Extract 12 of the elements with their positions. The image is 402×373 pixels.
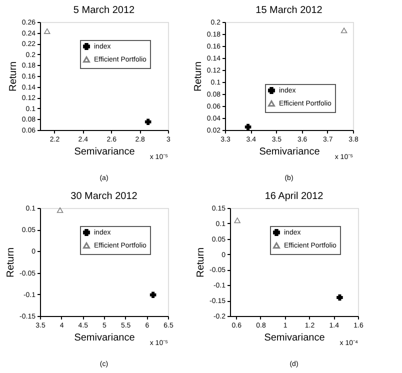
x-axis-title: Semivariance: [259, 146, 320, 158]
x-axis-title: Semivariance: [264, 332, 326, 344]
x-axis-title: Semivariance: [74, 332, 136, 344]
chart-title: 30 March 2012: [70, 191, 138, 202]
chart-title: 16 April 2012: [264, 191, 324, 202]
chart-title: 5 March 2012: [73, 5, 136, 16]
y-axis-title: Return: [196, 247, 207, 278]
x-axis-title: Semivariance: [74, 146, 136, 158]
y-axis-title: Return: [6, 247, 17, 278]
chart-title: 15 March 2012: [256, 5, 323, 16]
y-axis-title: Return: [8, 61, 19, 92]
y-axis-title: Return: [192, 61, 204, 92]
